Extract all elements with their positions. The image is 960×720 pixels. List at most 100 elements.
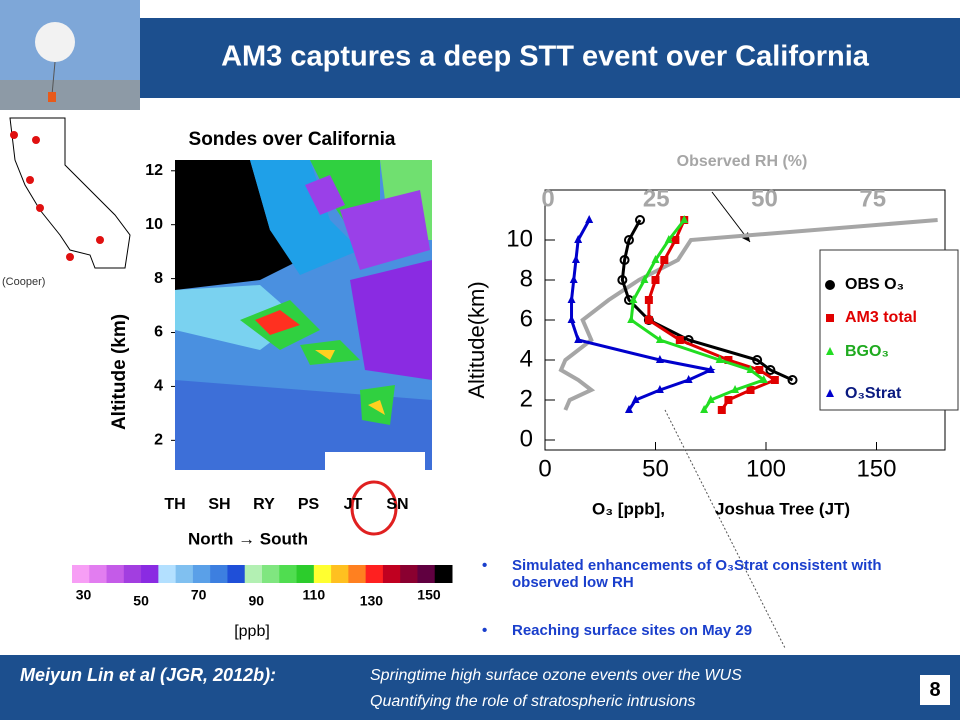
x2-tick-label: 25 [643,185,670,212]
marker [700,405,709,413]
x-tick-label: SN [386,496,408,513]
series-line [558,218,938,411]
colorbar-swatch [123,565,142,583]
legend-marker [825,280,835,290]
california-outline [9,117,131,269]
y-tick-label: 4 [154,378,163,395]
x-tick-label: TH [164,496,185,513]
colorbar-swatch [331,565,349,583]
colorbar-swatch [262,565,280,583]
legend-marker [826,314,834,322]
marker [724,396,733,404]
contour-field [175,160,432,472]
x-tick-label: 50 [642,455,669,482]
colorbar-label: [ppb] [234,623,270,640]
colorbar-swatch [244,565,263,583]
colorbar-swatch [382,565,401,583]
colorbar-tick-label: 130 [360,593,384,609]
legend-label: O₃Strat [845,385,902,402]
y-axis-label: Altitude(km) [464,281,489,398]
footer: Meiyun Lin et al (JGR, 2012b): Springtim… [0,655,960,720]
footer-line: Springtime high surface ozone events ove… [370,667,742,684]
colorbar-swatch [89,565,108,583]
x-tick-label: JT [344,496,363,513]
legend-label: OBS O₃ [845,276,904,293]
marker [706,395,715,403]
marker [644,316,653,324]
jt-highlight [350,480,398,536]
y-tick-label: 4 [520,345,533,372]
series-line [620,219,794,382]
colorbar-swatch [279,565,298,583]
legend-marker [826,389,834,397]
marker [644,296,653,304]
colorbar-tick-label: 150 [417,587,441,603]
bullet: Simulated enhancements of O₃Strat consis… [482,557,882,591]
y-tick-label: 6 [520,305,533,332]
marker [655,385,664,393]
marker [752,355,763,365]
marker [715,355,724,363]
x-axis-site: Joshua Tree (JT) [715,499,850,518]
y-tick-label: 10 [506,225,533,252]
marker [655,355,664,363]
colorbar-swatch [296,565,315,583]
bullet-text: Simulated enhancements of O₃Strat consis… [512,557,882,591]
footer-author: Meiyun Lin et al (JGR, 2012b): [20,665,277,685]
marker [684,375,693,383]
marker [629,295,638,303]
marker [787,375,798,385]
marker [755,366,764,374]
marker [660,256,669,264]
marker [770,376,779,384]
footer-line: Quantifying the role of stratospheric in… [370,693,696,710]
colorbar-tick-label: 50 [133,593,149,609]
y-axis-label: Altitude (km) [109,314,130,430]
colorbar-swatch [434,565,453,583]
marker [675,336,684,344]
marker [619,255,630,265]
y-tick-label: 2 [520,385,533,412]
colorbar-swatch [192,565,211,583]
marker [651,255,660,263]
marker [623,235,634,245]
colorbar-tick-label: 90 [248,593,264,609]
marker [567,295,576,303]
colorbar-swatch [400,565,418,583]
marker [746,365,755,373]
marker [706,365,715,373]
x2-axis-label: Observed RH (%) [677,153,808,170]
x-axis-label: North → South [188,529,308,548]
marker [671,236,680,244]
colorbar-swatch [210,565,228,583]
marker [635,215,646,225]
colorbar-swatch [175,565,194,583]
payload [48,92,56,102]
y-tick-label: 2 [154,432,163,449]
y-tick-label: 12 [145,162,163,179]
slide-title: AM3 captures a deep STT event over Calif… [221,41,870,73]
marker [724,356,733,364]
marker [680,215,689,223]
bullet-text: Reaching surface sites on May 29 [512,622,753,639]
marker [571,255,580,263]
y-tick-label: 0 [520,425,533,452]
x-tick-label: 150 [856,455,896,482]
x2-tick-label: 50 [751,185,778,212]
legend-label: AM3 total [845,309,917,326]
x2-tick-label: 75 [859,185,886,212]
marker [651,276,660,284]
bullet: Reaching surface sites on May 29 [482,622,882,639]
marker [664,235,673,243]
legend-box [819,249,959,411]
title-band [140,18,960,98]
colorbar-swatch [365,565,384,583]
x-axis-label: O₃ [ppb], [592,499,665,518]
page-number: 8 [920,675,950,705]
balloon-string [51,61,56,96]
marker [631,395,640,403]
colorbar-swatch [348,565,367,583]
x-tick-label: PS [298,496,320,513]
colorbar-swatch [158,565,177,583]
